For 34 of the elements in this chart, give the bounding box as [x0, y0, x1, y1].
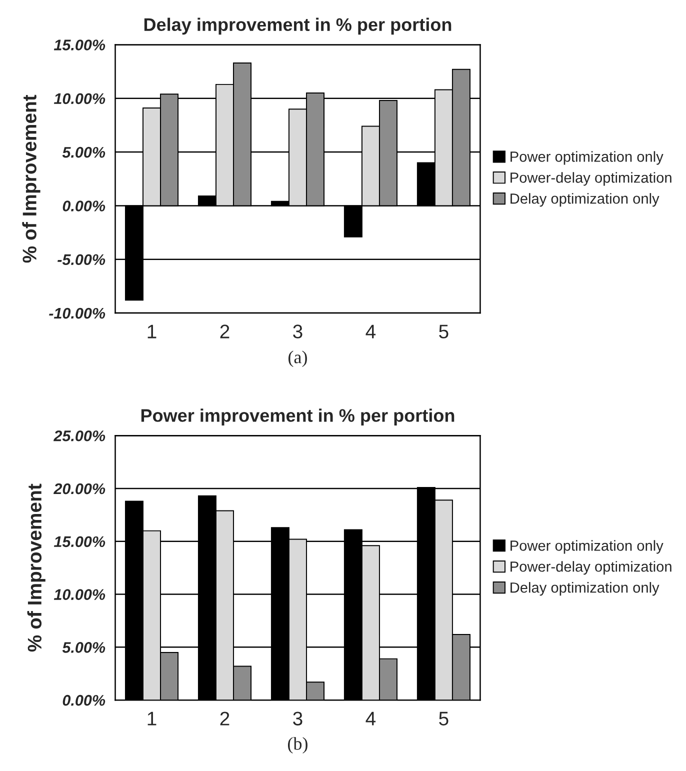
y-tick-label: 0.00%	[62, 200, 106, 212]
legend-label: Delay optimization only	[510, 193, 660, 207]
y-tick-label: 5.00%	[62, 146, 106, 158]
y-tick-label: 20.00%	[53, 483, 106, 494]
legend-label: Power optimization only	[510, 151, 664, 165]
x-tick-label: 2	[220, 324, 230, 338]
y-tick-label: -5.00%	[58, 254, 106, 266]
legend-label: Delay optimization only	[510, 582, 660, 596]
y-tick-label: 5.00%	[62, 642, 106, 653]
y-tick-label: 10.00%	[54, 93, 106, 104]
y-tick-label: -10.00%	[49, 308, 106, 319]
text: (b)	[288, 737, 308, 754]
x-tick-label: 5	[439, 712, 448, 726]
y-axis-title: % of Improvement	[27, 484, 46, 652]
y-tick-label: 10.00%	[54, 589, 106, 600]
x-tick-label: 1	[148, 324, 156, 338]
legend-label: Power-delay optimization	[510, 172, 672, 186]
text: (a)	[288, 350, 307, 367]
y-axis-title: % of Improvement	[22, 94, 40, 263]
legend-label: Power optimization only	[510, 540, 664, 554]
chart-title: Power improvement in % per portion	[141, 408, 454, 426]
legend-label: Power-delay optimization	[510, 561, 672, 575]
x-tick-label: 5	[439, 324, 448, 338]
x-tick-label: 4	[366, 712, 376, 726]
x-tick-label: 4	[366, 324, 376, 338]
y-tick-label: 15.00%	[54, 40, 106, 50]
y-tick-label: 0.00%	[62, 694, 106, 706]
x-tick-label: 1	[148, 712, 156, 726]
x-tick-label: 2	[220, 712, 230, 726]
y-tick-label: 25.00%	[53, 430, 106, 442]
x-tick-label: 3	[293, 324, 302, 338]
x-tick-label: 3	[293, 712, 302, 726]
chart-title: Delay improvement in % per portion	[144, 18, 452, 35]
y-tick-label: 15.00%	[54, 536, 106, 548]
